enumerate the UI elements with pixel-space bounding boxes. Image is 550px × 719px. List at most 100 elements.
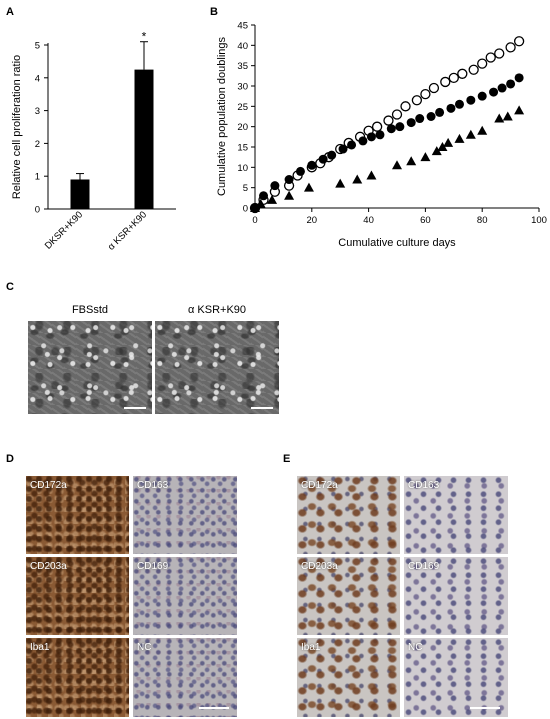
scale-bar [470,707,500,709]
data-point-open-circle [428,82,440,94]
scale-bar [251,407,273,409]
ihc-d-tile-cd203a: CD203a [26,557,129,635]
x-tick-label: DKSR+K90 [43,209,85,251]
y-tick-label: 0 [243,204,248,215]
y-tick-label: 5 [35,41,40,52]
data-point-triangle [406,156,417,166]
y-tick-label: 15 [237,143,248,154]
data-point-triangle [267,194,278,204]
data-point-filled-circle [347,140,357,150]
data-point-filled-circle [514,73,524,83]
y-tick-label: 0 [35,205,40,216]
ihc-d-tile-cd169: CD169 [133,557,237,635]
data-point-filled-circle [466,95,476,105]
panel-label-a: A [6,6,14,18]
panel-label-c: C [6,281,14,293]
data-point-filled-circle [506,79,516,89]
ihc-e-tile-cd203a: CD203a [297,557,400,635]
data-point-filled-circle [366,132,376,142]
data-point-open-circle [505,42,516,53]
ihc-e-tile-cd169: CD169 [404,557,508,635]
data-point-open-circle [494,48,505,59]
x-tick-label: α KSR+K90 [106,209,149,252]
data-point-filled-circle [284,175,294,185]
y-tick-label: 35 [237,61,248,72]
data-point-filled-circle [386,124,396,134]
tile-label: CD169 [408,561,440,572]
x-tick-label: 40 [363,215,374,226]
y-tick-label: 20 [237,122,248,133]
y-tick-label: 4 [35,73,40,84]
data-point-triangle [431,146,442,156]
ihc-grid-e: CD172a CD163 CD203a CD169 Iba1 NC [297,476,508,717]
tile-label: Iba1 [30,642,50,653]
tile-label: CD203a [301,561,338,572]
data-point-filled-circle [426,112,436,121]
data-point-filled-circle [259,191,269,201]
y-axis-label: Relative cell proliferation ratio [11,55,23,199]
data-point-filled-circle [307,160,317,170]
ihc-e-tile-cd163: CD163 [404,476,508,554]
ihc-e-tile-nc: NC [404,638,508,717]
data-point-triangle [502,111,513,121]
ihc-grid-d: CD172a CD163 CD203a CD169 Iba1 NC [26,476,237,717]
data-point-triangle [250,203,260,212]
micrograph-title-aksr: α KSR+K90 [187,304,247,316]
bar-chart-a: 0 1 2 3 4 5 Relative cell proliferation ratio D… [11,30,176,253]
data-point-triangle [392,160,402,170]
x-tick-label: 100 [531,215,547,226]
tile-label: Iba1 [301,642,321,653]
data-point-filled-circle [358,136,368,146]
data-point-open-circle [485,52,496,63]
data-point-filled-circle [338,144,348,154]
tile-label: CD172a [30,480,67,491]
data-point-triangle [465,129,476,139]
data-point-filled-circle [270,181,280,191]
x-tick-label: 80 [477,215,488,226]
data-point-triangle [335,178,346,188]
x-tick-label: 60 [420,215,431,226]
tile-label: CD163 [408,480,440,491]
data-point-filled-circle [415,114,425,124]
y-tick-label: 40 [237,41,248,52]
y-tick-label: 10 [237,163,248,174]
tile-label: NC [137,642,152,653]
data-point-triangle [366,170,377,180]
data-point-filled-circle [327,150,337,160]
bar [70,179,90,209]
data-point-filled-circle [395,122,405,132]
y-tick-label: 25 [237,102,248,113]
y-tick-label: 1 [35,172,40,183]
y-tick-label: 45 [237,21,248,32]
data-point-open-circle [468,64,479,75]
ihc-e-tile-cd172a: CD172a [297,476,400,554]
bar [134,69,154,209]
scale-bar [124,407,146,409]
panel-label-e: E [283,453,291,465]
data-point-filled-circle [497,83,507,93]
data-point-triangle [514,105,525,115]
ihc-d-tile-nc: NC [133,638,237,717]
ihc-d-tile-iba1: Iba1 [26,638,129,717]
tile-label: NC [408,642,423,653]
data-point-open-circle [411,95,423,106]
y-axis-label: Cumulative population doublings [216,37,228,196]
data-point-open-circle [400,101,411,112]
data-point-triangle [477,125,488,135]
tile-label: CD172a [301,480,338,491]
ihc-d-tile-cd172a: CD172a [26,476,129,554]
data-point-triangle [255,198,266,208]
data-point-filled-circle [435,107,445,117]
data-point-filled-circle [477,91,487,101]
data-point-open-circle [477,58,488,69]
ihc-e-tile-iba1: Iba1 [297,638,400,717]
panel-label-b: B [210,6,218,18]
data-point-open-circle [448,72,459,84]
data-point-open-circle [391,109,403,120]
data-point-filled-circle [375,130,385,140]
y-tick-label: 30 [237,82,248,93]
data-point-open-circle [513,36,525,47]
data-point-triangle [443,137,454,147]
scatter-chart-b: 0 5 10 15 20 25 30 35 40 45 0 20 40 60 80 100 Cumulative… [216,21,547,250]
data-point-triangle [437,142,448,151]
